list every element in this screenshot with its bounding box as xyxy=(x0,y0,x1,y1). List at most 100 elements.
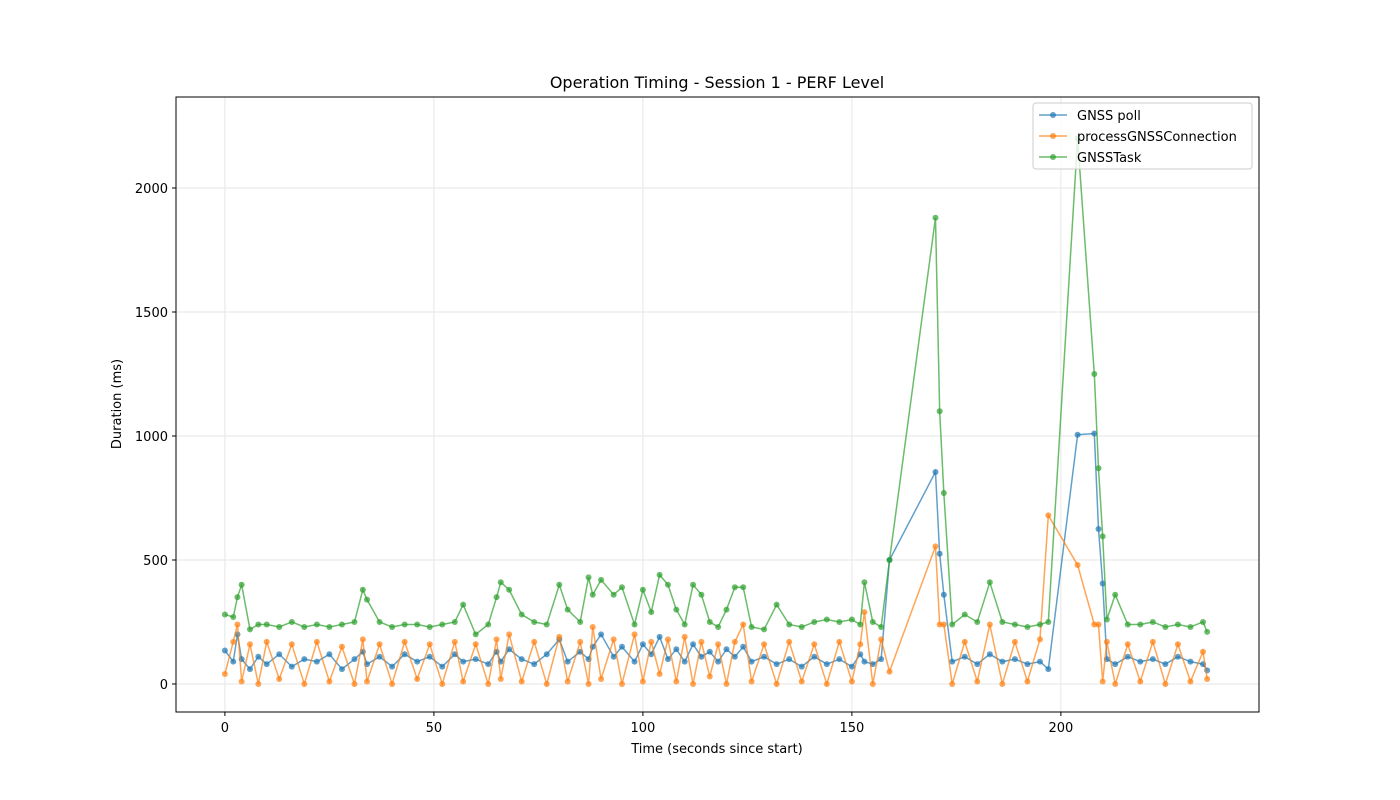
data-point xyxy=(598,676,605,683)
data-point xyxy=(618,584,625,591)
data-point xyxy=(869,680,876,687)
data-point xyxy=(255,680,262,687)
data-point xyxy=(1024,661,1031,668)
data-point xyxy=(618,643,625,650)
y-tick-label: 1500 xyxy=(135,306,168,321)
data-point xyxy=(1137,621,1144,628)
data-point xyxy=(706,618,713,625)
data-point xyxy=(648,609,655,616)
data-point xyxy=(389,623,396,630)
data-point xyxy=(301,623,308,630)
data-point xyxy=(234,621,241,628)
data-point xyxy=(564,658,571,665)
data-point xyxy=(740,643,747,650)
data-point xyxy=(364,596,371,603)
data-point xyxy=(234,594,241,601)
data-point xyxy=(798,663,805,670)
data-point xyxy=(589,591,596,598)
data-point xyxy=(313,658,320,665)
data-point xyxy=(351,618,358,625)
y-axis-label: Duration (ms) xyxy=(110,359,125,449)
data-point xyxy=(1204,676,1211,683)
data-point xyxy=(949,621,956,628)
data-point xyxy=(351,680,358,687)
data-point xyxy=(664,656,671,663)
data-point xyxy=(631,631,638,638)
data-point xyxy=(313,638,320,645)
data-point xyxy=(773,661,780,668)
x-axis-label: Time (seconds since start) xyxy=(630,742,803,757)
data-point xyxy=(974,618,981,625)
data-point xyxy=(936,550,943,557)
data-point xyxy=(886,668,893,675)
data-point xyxy=(681,658,688,665)
data-point xyxy=(1045,666,1052,673)
data-point xyxy=(221,671,228,678)
data-point xyxy=(986,621,993,628)
data-point xyxy=(1045,618,1052,625)
data-point xyxy=(857,641,864,648)
legend-label: GNSS poll xyxy=(1077,109,1141,124)
data-point xyxy=(246,626,253,633)
data-point xyxy=(731,653,738,660)
data-point xyxy=(439,663,446,670)
data-point xyxy=(1162,680,1169,687)
data-point xyxy=(861,658,868,665)
data-point xyxy=(1174,641,1181,648)
data-point xyxy=(731,638,738,645)
data-point xyxy=(723,606,730,613)
legend-label: GNSSTask xyxy=(1077,151,1142,166)
data-point xyxy=(961,611,968,618)
data-point xyxy=(518,656,525,663)
data-point xyxy=(263,661,270,668)
data-point xyxy=(221,611,228,618)
legend-label: processGNSSConnection xyxy=(1077,130,1237,145)
x-tick-label: 50 xyxy=(426,721,443,736)
data-point xyxy=(556,633,563,640)
data-point xyxy=(698,638,705,645)
data-point xyxy=(932,468,939,475)
data-point xyxy=(773,680,780,687)
data-point xyxy=(848,663,855,670)
data-point xyxy=(497,579,504,586)
x-tick-label: 0 xyxy=(221,721,229,736)
data-point xyxy=(485,661,492,668)
data-point xyxy=(543,651,550,658)
data-point xyxy=(338,621,345,628)
data-point xyxy=(848,616,855,623)
data-point xyxy=(472,631,479,638)
data-point xyxy=(518,611,525,618)
data-point xyxy=(690,641,697,648)
data-point xyxy=(460,658,467,665)
data-point xyxy=(451,651,458,658)
data-point xyxy=(255,653,262,660)
data-point xyxy=(376,641,383,648)
x-tick-label: 100 xyxy=(630,721,655,736)
data-point xyxy=(706,673,713,680)
data-point xyxy=(673,606,680,613)
data-point xyxy=(848,678,855,685)
data-point xyxy=(932,543,939,550)
data-point xyxy=(313,621,320,628)
data-point xyxy=(1091,430,1098,437)
data-point xyxy=(426,623,433,630)
data-point xyxy=(986,651,993,658)
data-point xyxy=(497,676,504,683)
data-point xyxy=(715,641,722,648)
data-point xyxy=(748,623,755,630)
data-point xyxy=(1099,533,1106,540)
data-point xyxy=(288,641,295,648)
x-tick-label: 150 xyxy=(839,721,864,736)
data-point xyxy=(359,636,366,643)
data-point xyxy=(598,576,605,583)
data-point xyxy=(836,618,843,625)
legend: GNSS poll processGNSSConnection GNSSTask xyxy=(1032,102,1253,170)
data-point xyxy=(1162,623,1169,630)
data-point xyxy=(1074,561,1081,568)
chart-title: Operation Timing - Session 1 - PERF Leve… xyxy=(550,73,884,92)
data-point xyxy=(786,656,793,663)
data-point xyxy=(999,658,1006,665)
data-point xyxy=(1137,678,1144,685)
data-point xyxy=(1099,580,1106,587)
data-point xyxy=(932,214,939,221)
